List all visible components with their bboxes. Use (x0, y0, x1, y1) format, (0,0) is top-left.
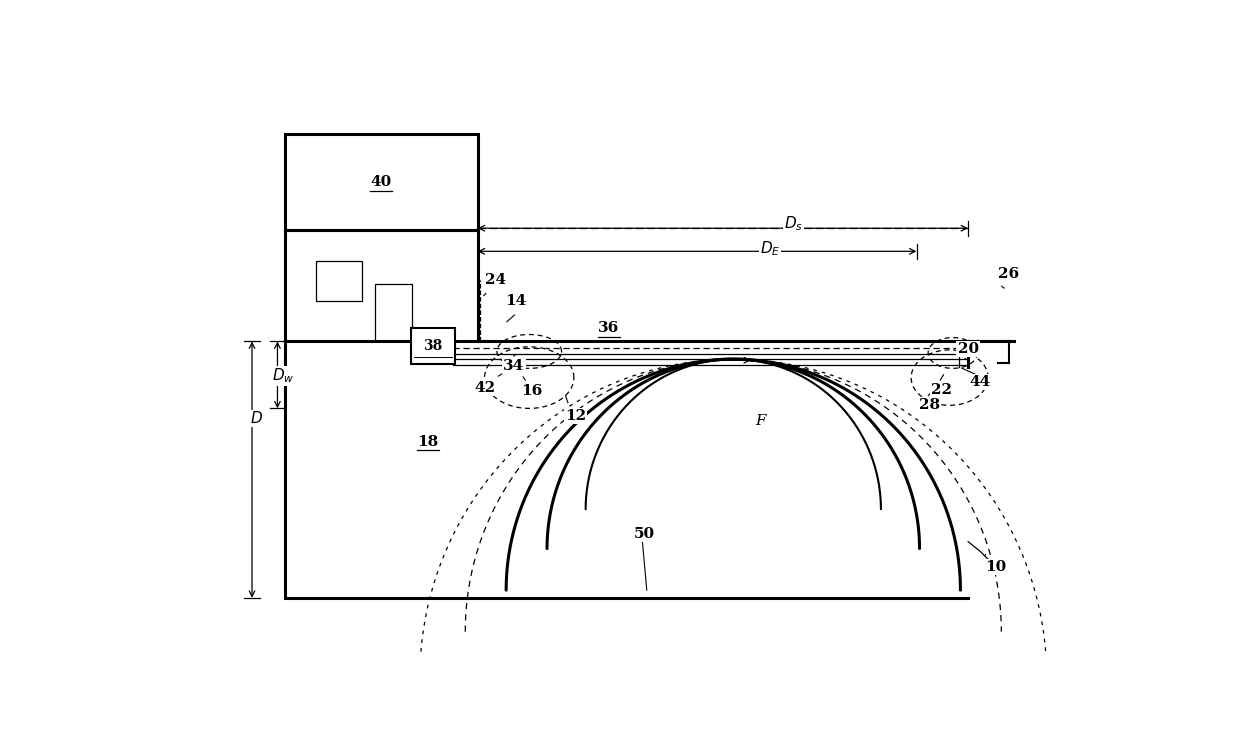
Text: 24: 24 (485, 273, 506, 287)
Text: 44: 44 (970, 375, 991, 389)
Text: 50: 50 (634, 527, 655, 541)
Bar (316, 261, 362, 301)
Bar (285, 134, 477, 230)
Text: 34: 34 (503, 359, 525, 373)
Text: 14: 14 (506, 294, 527, 308)
Bar (410, 328, 455, 364)
Text: 42: 42 (475, 381, 496, 395)
Text: 38: 38 (423, 339, 443, 353)
Text: 26: 26 (998, 267, 1019, 281)
Text: 16: 16 (521, 385, 542, 399)
Text: $D$: $D$ (250, 410, 263, 426)
Text: 12: 12 (565, 409, 587, 423)
Text: 40: 40 (371, 175, 392, 189)
Text: 36: 36 (598, 321, 619, 335)
Bar (376, 283, 412, 341)
Text: $D_E$: $D_E$ (760, 240, 780, 258)
Text: $D_w$: $D_w$ (272, 367, 294, 385)
Text: 10: 10 (986, 560, 1007, 574)
Text: 28: 28 (919, 399, 940, 413)
Text: 22: 22 (931, 383, 952, 397)
Text: F: F (755, 414, 765, 428)
Text: 20: 20 (957, 342, 978, 356)
Text: $D_s$: $D_s$ (784, 214, 802, 233)
Text: 18: 18 (417, 435, 438, 448)
